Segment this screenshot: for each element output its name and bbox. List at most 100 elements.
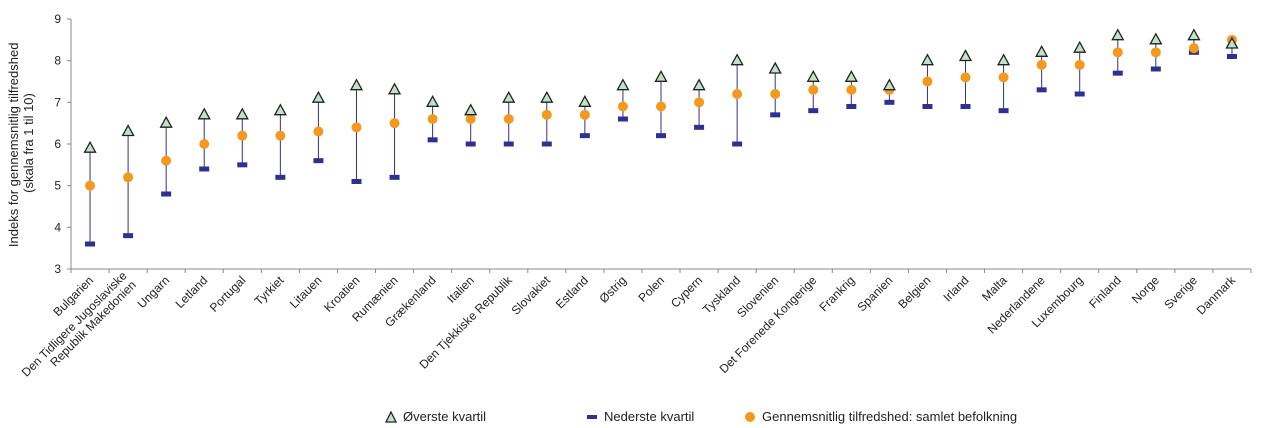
mean-mark	[85, 180, 96, 191]
legend-label-upper: Øverste kvartil	[403, 409, 487, 424]
lower-quartile-mark	[1036, 87, 1047, 93]
upper-quartile-mark	[730, 53, 744, 66]
lower-quartile-mark	[1226, 54, 1237, 59]
upper-quartile-mark	[197, 107, 211, 120]
category-label-line: Irland	[941, 273, 972, 304]
legend: Øverste kvartil Nederste kvartil Gennems…	[0, 409, 1261, 428]
lower-quartile-mark	[1150, 66, 1161, 72]
upper-quartile-mark	[1225, 36, 1239, 49]
upper-quartile-mark	[996, 53, 1011, 66]
mean-mark	[199, 139, 210, 149]
upper-quartile-mark	[654, 69, 668, 82]
mean-mark	[237, 130, 248, 141]
category-label: Østrig	[597, 273, 630, 306]
mean-mark	[1150, 47, 1161, 58]
upper-quartile-mark	[692, 78, 706, 91]
lower-quartile-mark	[465, 141, 476, 147]
dash-icon	[587, 414, 597, 419]
lower-quartile-mark	[503, 141, 514, 147]
y-axis-title-line-1: Indeks for gennemsnitlig tilfredshed	[6, 43, 21, 248]
category-label-line: Norge	[1129, 273, 1162, 306]
y-tick-label: 7	[54, 95, 61, 109]
category-label-line: Belgien	[895, 273, 933, 311]
legend-label-lower: Nederste kvartil	[604, 409, 695, 424]
lower-quartile-mark	[389, 174, 400, 180]
legend-item-mean: Gennemsnitlig tilfredshed: samlet befolk…	[744, 409, 1017, 424]
category-label: Spanien	[854, 273, 895, 314]
category-label-line: Frankrig	[816, 273, 857, 314]
upper-quartile-mark	[1187, 28, 1201, 41]
category-label-line: Portugal	[207, 273, 249, 315]
upper-quartile-mark	[311, 90, 326, 103]
mean-mark	[1112, 47, 1123, 58]
y-tick-label: 5	[54, 179, 61, 193]
category-label: Frankrig	[816, 273, 857, 314]
y-tick-label: 4	[54, 220, 61, 234]
category-label-line: Danmark	[1194, 273, 1239, 318]
lower-quartile-mark	[732, 141, 743, 147]
upper-quartile-mark	[273, 103, 287, 116]
lower-quartile-mark	[1074, 91, 1085, 97]
category-label-line: Malta	[979, 273, 1010, 304]
category-label: Cypern	[668, 273, 705, 310]
mean-mark	[579, 109, 590, 120]
lower-quartile-mark	[123, 233, 134, 239]
lower-quartile-mark	[427, 137, 438, 143]
upper-quartile-mark	[540, 90, 554, 103]
lower-quartile-mark	[922, 104, 933, 109]
lower-quartile-mark	[770, 112, 781, 118]
lower-quartile-mark	[617, 116, 628, 122]
legend-item-upper: Øverste kvartil	[385, 409, 486, 424]
lower-quartile-mark	[85, 241, 96, 247]
category-label: Malta	[979, 273, 1010, 304]
mean-mark	[123, 172, 134, 183]
upper-quartile-mark	[1073, 40, 1087, 53]
upper-quartile-mark	[578, 94, 592, 107]
category-label-line: Litauen	[287, 273, 325, 311]
mean-mark	[1074, 59, 1085, 70]
category-label: Finland	[1086, 273, 1124, 311]
lower-quartile-mark	[694, 124, 705, 130]
y-tick-label: 6	[54, 137, 61, 151]
y-tick-label: 9	[54, 12, 61, 26]
category-label: Letland	[173, 273, 211, 311]
upper-quartile-mark	[1035, 44, 1049, 57]
category-label: Litauen	[287, 273, 325, 311]
upper-quartile-mark	[1111, 28, 1125, 41]
category-label: Ungarn	[135, 273, 173, 311]
category-label-line: Letland	[173, 273, 211, 311]
lower-quartile-mark	[884, 99, 895, 105]
category-label: Tyrkiet	[252, 273, 287, 308]
lower-quartile-mark	[998, 108, 1009, 114]
upper-quartile-mark	[958, 49, 973, 62]
mean-mark	[808, 84, 819, 95]
mean-mark	[1188, 43, 1199, 54]
upper-quartile-mark	[159, 115, 173, 128]
lower-quartile-mark	[275, 174, 286, 180]
mean-mark	[960, 72, 971, 83]
upper-quartile-mark	[920, 53, 935, 66]
upper-quartile-mark	[464, 103, 478, 116]
category-label-line: Italien	[444, 273, 477, 306]
upper-quartile-mark	[1149, 32, 1163, 45]
mean-mark	[503, 114, 514, 124]
mean-mark	[922, 76, 933, 87]
category-label-line: Slovakiet	[509, 273, 554, 318]
upper-quartile-mark	[387, 82, 402, 95]
category-label: Polen	[636, 273, 668, 305]
category-label: Belgien	[895, 273, 933, 311]
category-label-line: Cypern	[668, 273, 705, 310]
triangle-icon	[385, 410, 397, 423]
category-label-line: Østrig	[597, 273, 630, 306]
axes: 3 4 5 6 7 8 9	[54, 12, 1252, 276]
category-label-line: Republik Makedonien	[47, 278, 139, 370]
category-label: Slovakiet	[509, 273, 554, 318]
upper-quartile-mark	[502, 90, 516, 103]
upper-quartile-mark	[426, 94, 440, 107]
upper-quartile-mark	[768, 61, 782, 74]
mean-mark	[617, 101, 628, 112]
category-label: Danmark	[1194, 273, 1239, 318]
y-axis-title: Indeks for gennemsnitlig tilfredshed (sk…	[6, 39, 36, 247]
upper-quartile-mark	[121, 124, 135, 137]
